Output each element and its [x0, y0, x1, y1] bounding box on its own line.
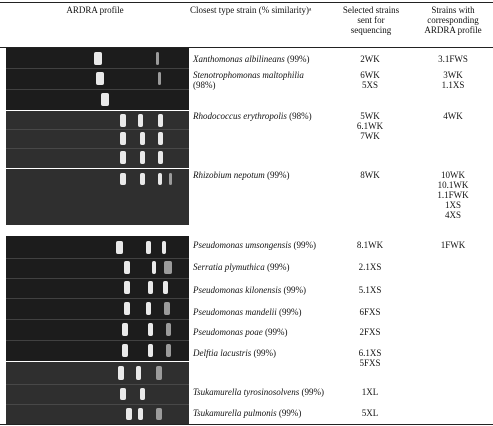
table-row: Stenotrophomonas maltophilia [193, 70, 304, 80]
corresponding-strain: 1.1FWK [437, 190, 469, 200]
corresponding-strain: 3.1FWS [438, 54, 468, 64]
corresponding-strain: 1FWK [440, 240, 466, 250]
table-row: Tsukamurella pulmonis (99%) [193, 408, 301, 418]
table-row: Tsukamurella tyrosinosolvens (99%) [193, 387, 324, 397]
table-row: Serratia plymuthica (99%) [193, 262, 290, 272]
corresponding-strain: 1.1XS [441, 80, 465, 90]
selected-strain: 5.1XS [358, 285, 382, 295]
similarity: (98%) [193, 80, 216, 90]
table-row: Delftia lacustris (99%) [193, 348, 276, 358]
similarity: (98%) [289, 111, 312, 121]
species-name: Rhizobium nepotum [193, 170, 265, 180]
table-bottom-rule [0, 424, 493, 425]
selected-strain: 5FXS [359, 358, 381, 368]
similarity: (99%) [267, 170, 290, 180]
species-name: Pseudomonas umsongensis [193, 240, 292, 250]
selected-strain: 1XL [361, 387, 379, 397]
selected-strain: 2WK [360, 54, 380, 64]
similarity: (99%) [283, 285, 307, 295]
table-row: Xanthomonas albilineans (99%) [193, 54, 310, 64]
header-bottom-rule [0, 47, 493, 48]
header-ardra-profile: ARDRA profile [66, 5, 124, 15]
table-row: Pseudomonas mandelii (99%) [193, 307, 302, 317]
selected-strain: 2.1XS [358, 262, 382, 272]
table-row: Pseudomonas kilonensis (99%) [193, 285, 306, 295]
similarity: (99%) [287, 54, 310, 64]
selected-strain: 6.1WK [356, 121, 384, 131]
header-corresponding-strains: Strains with corresponding ARDRA profile [424, 5, 482, 35]
species-name: Tsukamurella tyrosinosolvens [193, 387, 300, 397]
table-row: Rhizobium nepotum (99%) [193, 170, 290, 180]
header-selected-strains: Selected strains sent for sequencing [342, 5, 400, 35]
selected-strain: 2FXS [359, 327, 381, 337]
corresponding-strain: 3WK [443, 70, 463, 80]
gel-panel [6, 111, 189, 168]
species-name: Serratia plymuthica [193, 262, 265, 272]
selected-strain: 6WK [360, 70, 380, 80]
similarity: (99%) [301, 387, 325, 397]
gel-panel [6, 362, 189, 424]
selected-strain: 5XS [361, 80, 378, 90]
table-row: Pseudomonas umsongensis (99%) [193, 240, 316, 250]
table-row: Rhodococcus erythropolis (98%) [193, 111, 312, 121]
selected-strain: 7WK [360, 131, 380, 141]
similarity: (99%) [265, 327, 288, 337]
similarity: (99%) [253, 348, 277, 358]
selected-strain: 5WK [360, 111, 380, 121]
gel-panel [6, 236, 189, 361]
species-name: Stenotrophomonas maltophilia [193, 70, 304, 80]
selected-strain: 8.1WK [356, 240, 384, 250]
species-name: Pseudomonas kilonensis [193, 285, 282, 295]
species-name: Pseudomonas poae [193, 327, 263, 337]
species-name: Delftia lacustris [193, 348, 252, 358]
similarity: (99%) [267, 262, 290, 272]
similarity: (99%) [278, 408, 302, 418]
species-name: Xanthomonas albilineans [193, 54, 285, 64]
selected-strain: 5XL [361, 408, 379, 418]
species-name: Rhodococcus erythropolis [193, 111, 287, 121]
corresponding-strain: 1XS [444, 200, 461, 210]
selected-strain: 8WK [360, 170, 380, 180]
similarity: (99%) [279, 307, 302, 317]
similarity: (99%) [293, 240, 317, 250]
table-top-rule [0, 2, 493, 3]
corresponding-strain: 10.1WK [437, 180, 469, 190]
selected-strain: 6.1XS [358, 348, 382, 358]
selected-strain: 6FXS [359, 307, 381, 317]
gel-panel [6, 48, 189, 110]
table-row: Pseudomonas poae (99%) [193, 327, 288, 337]
species-name: Tsukamurella pulmonis [193, 408, 277, 418]
species-name: Pseudomonas mandelii [193, 307, 277, 317]
gel-panel [6, 169, 189, 225]
corresponding-strain: 10WK [441, 170, 465, 180]
corresponding-strain: 4XS [444, 210, 461, 220]
corresponding-strain: 4WK [443, 111, 463, 121]
header-closest-type-strain: Closest type strain (% similarity)ᵃ [190, 5, 312, 15]
